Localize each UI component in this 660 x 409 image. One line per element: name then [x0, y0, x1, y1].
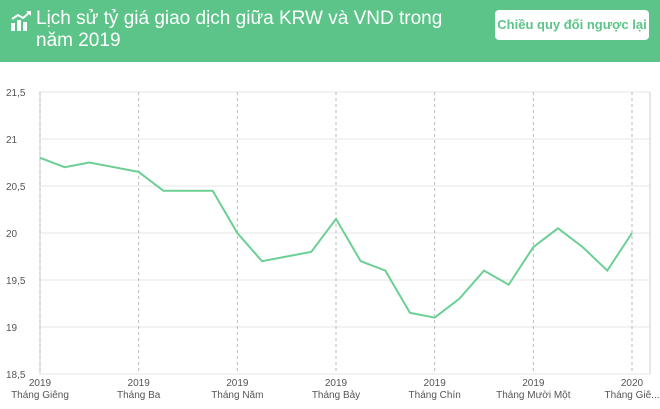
x-tick-year: 2019	[424, 378, 447, 389]
y-tick-label: 20,5	[6, 182, 26, 193]
x-tick-month: Tháng Giêng	[11, 390, 69, 401]
x-tick-month: Tháng Mười Một	[496, 390, 571, 401]
reverse-conversion-button[interactable]: Chiều quy đổi ngược lại	[495, 10, 649, 40]
x-tick-year: 2020	[621, 378, 644, 389]
line-chart: 21,5 21 20,5 20 19,5 19 18,5 2019 Tháng Giêng 201…	[0, 62, 660, 404]
y-tick-label: 18,5	[6, 370, 26, 381]
x-tick-month: Tháng Năm	[211, 390, 263, 401]
x-tick-month: Tháng Bảy	[312, 390, 360, 401]
y-tick-label: 21,5	[6, 88, 26, 99]
y-tick-label: 21	[6, 135, 18, 146]
x-tick-year: 2019	[128, 378, 151, 389]
y-tick-label: 20	[6, 229, 18, 240]
series-line	[39, 156, 633, 319]
y-tick-label: 19,5	[6, 276, 26, 287]
x-tick-year: 2019	[29, 378, 52, 389]
x-tick-month: Tháng Chín	[409, 390, 461, 401]
header-bar: Lịch sử tỷ giá giao dịch giữa KRW và VND…	[0, 0, 660, 62]
x-tick-year: 2019	[226, 378, 249, 389]
x-tick-month: Tháng Giê...	[604, 390, 659, 401]
trend-chart-icon	[11, 11, 31, 31]
x-tick-year: 2019	[522, 378, 545, 389]
x-tick-month: Tháng Ba	[117, 390, 161, 401]
x-tick-year: 2019	[325, 378, 348, 389]
y-tick-label: 19	[6, 323, 18, 334]
page-title: Lịch sử tỷ giá giao dịch giữa KRW và VND…	[36, 8, 443, 51]
